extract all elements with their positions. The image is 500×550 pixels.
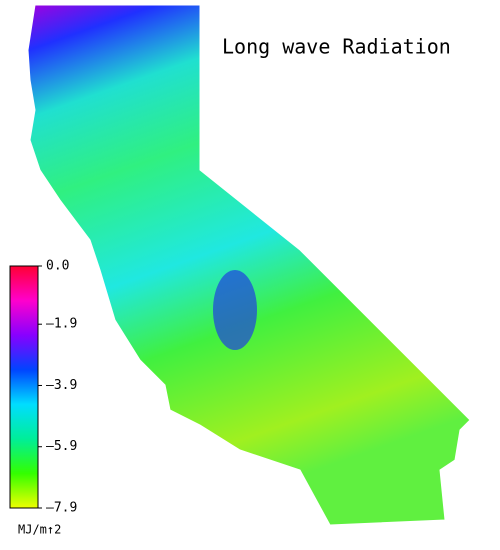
colorbar-tick-label: –7.9 xyxy=(46,501,77,516)
california-map xyxy=(27,4,471,526)
colorbar xyxy=(9,265,39,509)
colorbar-unit: MJ/m↑2 xyxy=(18,523,61,537)
colorbar-tick-label: 0.0 xyxy=(46,259,69,274)
colorbar-tick-label: –5.9 xyxy=(46,439,77,454)
sierra-region xyxy=(213,270,257,350)
colorbar-tick-label: –3.9 xyxy=(46,378,77,393)
map-title: Long wave Radiation xyxy=(222,35,451,59)
colorbar-tick-label: –1.9 xyxy=(46,317,77,332)
